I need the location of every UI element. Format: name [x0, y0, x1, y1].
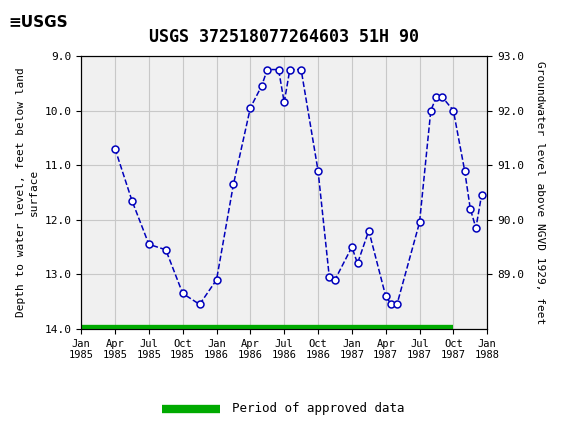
Y-axis label: Groundwater level above NGVD 1929, feet: Groundwater level above NGVD 1929, feet — [535, 61, 545, 324]
Bar — [6, 3, 110, 42]
Text: Period of approved data: Period of approved data — [232, 402, 404, 415]
Text: ≡USGS: ≡USGS — [12, 14, 82, 31]
Y-axis label: Depth to water level, feet below land
surface: Depth to water level, feet below land su… — [16, 68, 39, 317]
Text: USGS 372518077264603 51H 90: USGS 372518077264603 51H 90 — [149, 28, 419, 46]
Text: ≡USGS: ≡USGS — [9, 15, 68, 30]
